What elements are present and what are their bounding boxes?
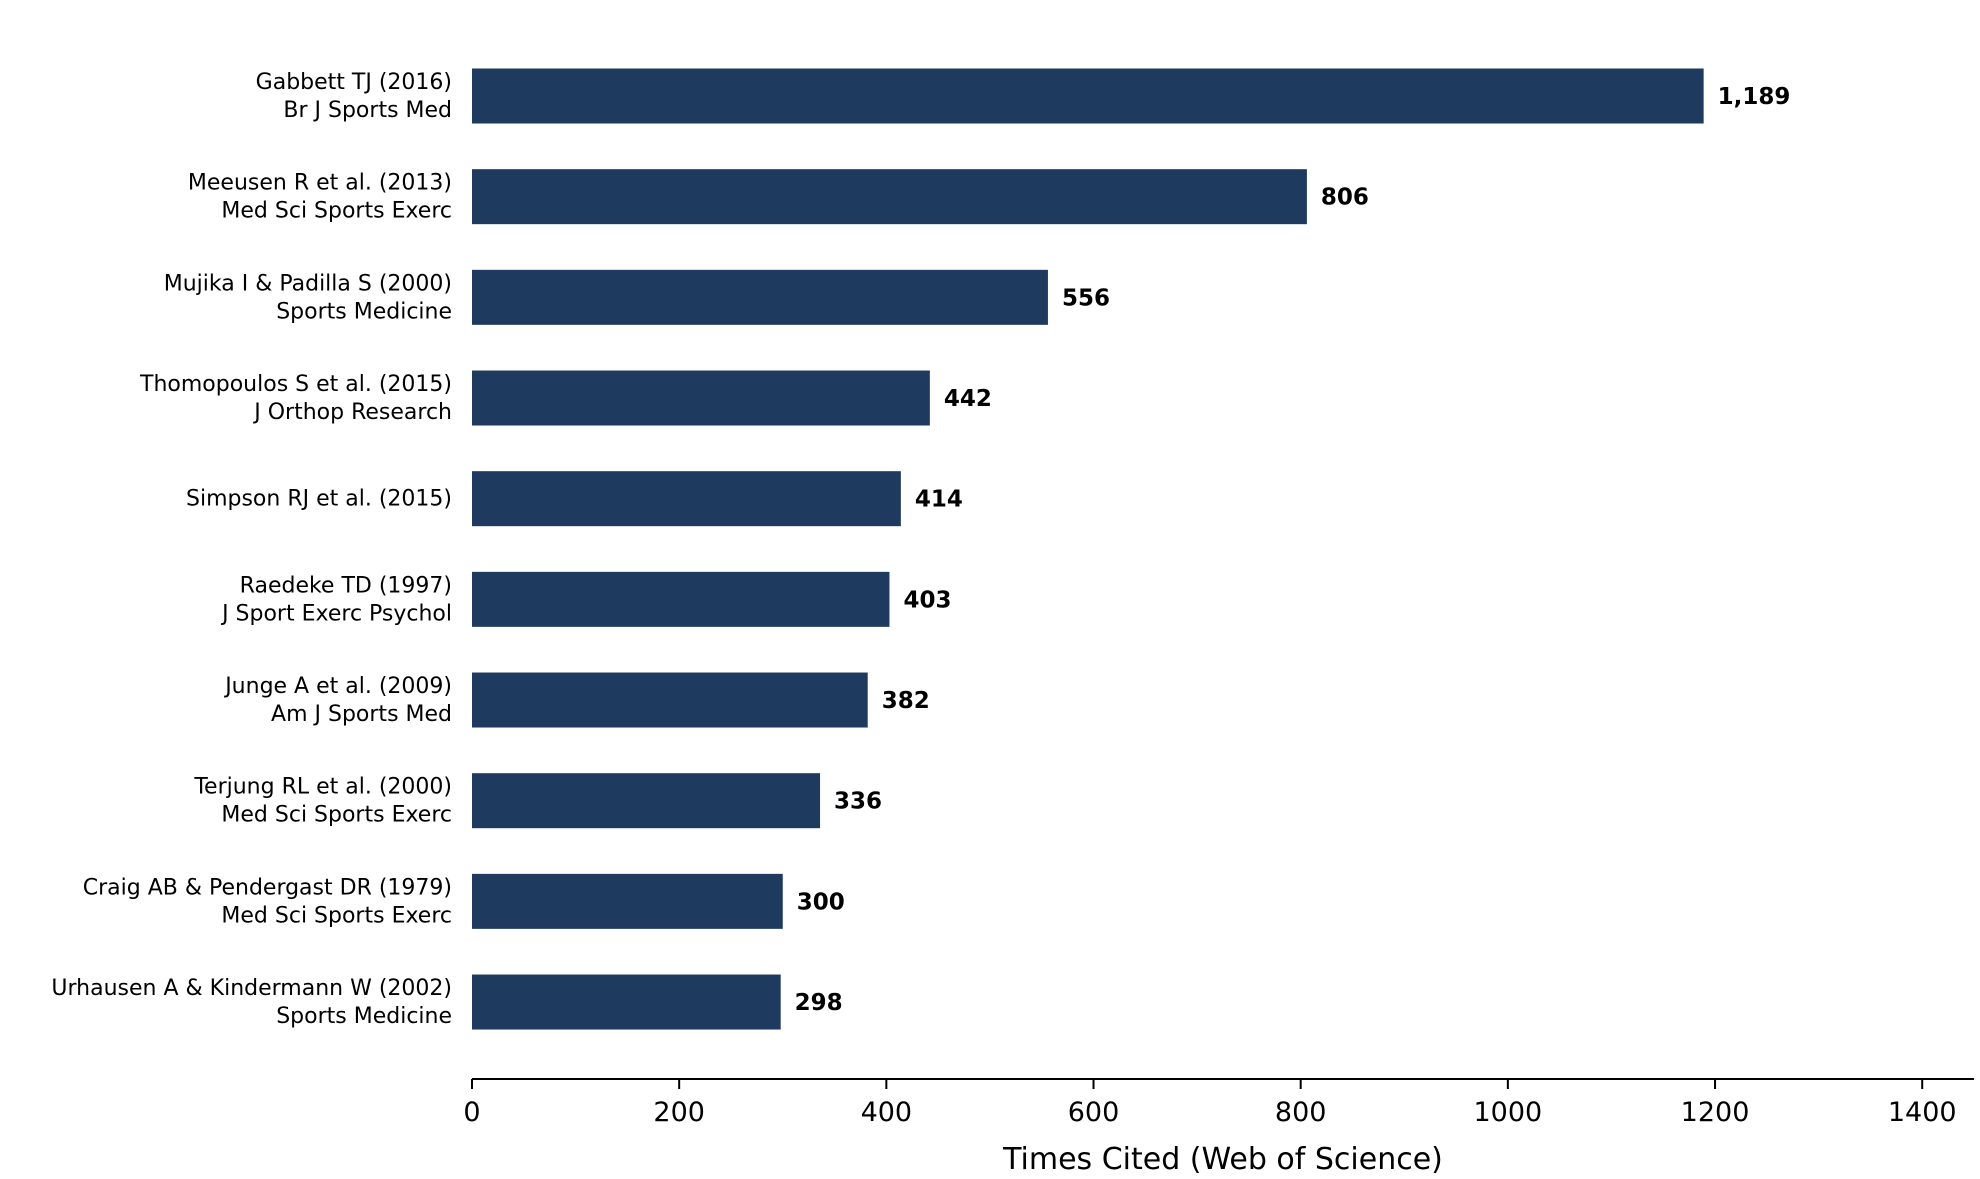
category-label-1: Gabbett TJ (2016) Br J Sports Med [256,70,452,123]
value-label-10: 298 [795,990,843,1016]
x-tick-label-200: 200 [653,1097,705,1128]
category-labels-group: Gabbett TJ (2016) Br J Sports Med Meeusen … [51,70,452,1029]
category-label-10: Urhausen A & Kindermann W (2002) Sports M… [51,976,452,1029]
category-label-7: Junge A et al. (2009) Am J Sports Med [223,674,452,727]
bars-group [472,68,1704,1030]
value-label-2: 806 [1321,185,1369,211]
value-label-4: 442 [944,386,992,412]
value-label-6: 403 [903,587,951,613]
bar-6 [472,571,890,627]
x-tick-label-0: 0 [463,1097,480,1128]
x-tick-label-600: 600 [1068,1097,1120,1128]
bar-5 [472,471,901,527]
value-label-3: 556 [1062,285,1110,311]
category-label-3: Mujika I & Padilla S (2000) Sports Medici… [164,271,452,324]
x-tick-label-800: 800 [1275,1097,1327,1128]
x-axis-title: Times Cited (Web of Science) [1002,1142,1443,1177]
bar-2 [472,169,1307,225]
x-tick-label-400: 400 [861,1097,913,1128]
bar-4 [472,370,930,426]
category-label-2: Meeusen R et al. (2013) Med Sci Sports Ex… [188,171,452,224]
category-label-8: Terjung RL et al. (2000) Med Sci Sports E… [193,775,452,828]
value-label-8: 336 [834,789,882,815]
category-label-6: Raedeke TD (1997) J Sport Exerc Psychol [220,573,452,626]
x-tick-label-1200: 1200 [1681,1097,1750,1128]
bar-9 [472,873,783,929]
category-label-5: Simpson RJ et al. (2015) [186,487,452,512]
value-label-1: 1,189 [1718,84,1791,110]
value-label-5: 414 [915,487,963,513]
bar-10 [472,974,781,1030]
bar-8 [472,773,821,829]
value-label-9: 300 [797,889,845,915]
x-tick-label-1000: 1000 [1474,1097,1543,1128]
bar-1 [472,68,1704,124]
x-axis: 0 200 400 600 800 1000 1200 1400 [463,1078,1974,1128]
category-label-9: Craig AB & Pendergast DR (1979) Med Sci S… [83,875,452,928]
category-label-4: Thomopoulos S et al. (2015) J Orthop Rese… [139,372,452,425]
x-tick-label-1400: 1400 [1888,1097,1957,1128]
bar-7 [472,672,868,728]
bar-3 [472,269,1048,325]
value-label-7: 382 [882,688,930,714]
value-labels-group: 1,189 806 556 442 414 403 382 336 300 298 [795,84,1791,1016]
